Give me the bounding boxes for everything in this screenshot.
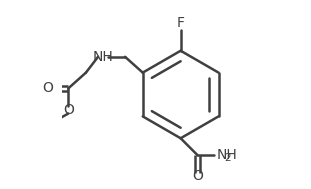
Text: O: O xyxy=(63,103,74,117)
Text: F: F xyxy=(177,16,185,30)
Text: NH: NH xyxy=(92,50,113,64)
Text: 2: 2 xyxy=(224,153,231,163)
Text: O: O xyxy=(192,169,203,184)
Text: O: O xyxy=(42,81,53,95)
Text: NH: NH xyxy=(217,148,238,162)
